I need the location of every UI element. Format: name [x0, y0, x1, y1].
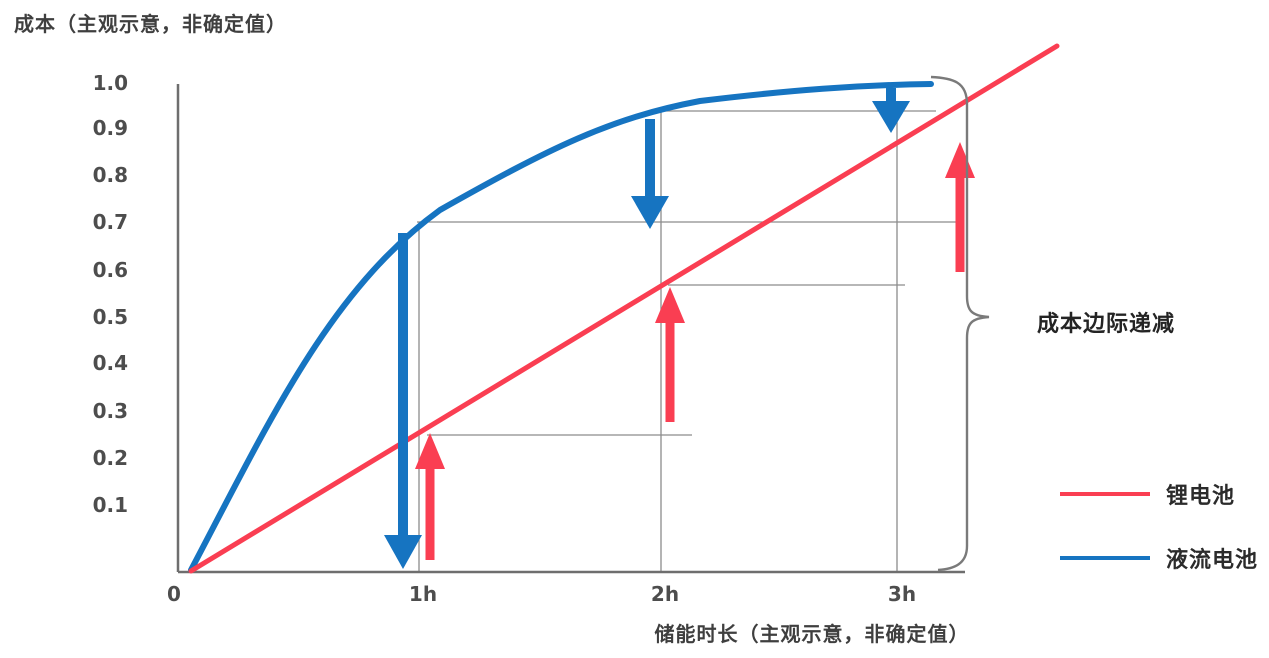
helper-gridlines: [417, 110, 958, 571]
lithium-up-arrow-2h: [655, 287, 685, 422]
lithium-battery-line: [188, 43, 1060, 574]
y-tick-0.4: 0.4: [92, 351, 128, 375]
x-tick-0: 0: [167, 582, 181, 606]
flow-battery-curve: [188, 81, 934, 573]
y-tick-0.7: 0.7: [92, 210, 128, 234]
lithium-up-arrow-3h: [945, 142, 975, 272]
y-tick-0.1: 0.1: [92, 493, 128, 517]
flow-down-arrow-1h: [384, 233, 422, 569]
arrow-head-up-icon: [945, 142, 975, 178]
arrow-head-down-icon: [631, 196, 669, 229]
arrow-head-down-icon: [872, 101, 910, 133]
flow-down-arrow-3h: [872, 88, 910, 133]
arrow-head-up-icon: [415, 433, 445, 469]
lithium-up-arrow-1h: [415, 433, 445, 560]
arrow-head-down-icon: [384, 535, 422, 569]
y-tick-1.0: 1.0: [92, 71, 128, 95]
y-tick-0.6: 0.6: [92, 258, 128, 282]
legend-item-flow: 液流电池: [1060, 542, 1258, 574]
x-tick-1h: 1h: [408, 582, 438, 606]
chart-title: 成本（主观示意，非确定值）: [14, 12, 287, 36]
y-tick-0.9: 0.9: [92, 116, 128, 140]
y-tick-0.3: 0.3: [92, 399, 128, 423]
x-axis-title: 储能时长（主观示意，非确定值）: [654, 622, 970, 646]
legend: 锂电池 液流电池: [1060, 478, 1258, 574]
y-tick-0.5: 0.5: [92, 305, 128, 329]
y-tick-0.2: 0.2: [92, 446, 128, 470]
marginal-cost-annotation: 成本边际递减: [1037, 312, 1176, 337]
legend-item-lithium: 锂电池: [1060, 478, 1258, 510]
legend-label-lithium: 锂电池: [1166, 484, 1236, 509]
lithium-line-swatch: [1060, 492, 1150, 496]
arrow-head-up-icon: [655, 287, 685, 323]
legend-label-flow: 液流电池: [1166, 548, 1259, 573]
flow-line-swatch: [1060, 556, 1150, 560]
x-tick-2h: 2h: [650, 582, 680, 606]
brace-icon: [930, 75, 990, 572]
flow-down-arrow-2h: [631, 119, 669, 229]
x-tick-3h: 3h: [887, 582, 917, 606]
y-tick-0.8: 0.8: [92, 163, 128, 187]
